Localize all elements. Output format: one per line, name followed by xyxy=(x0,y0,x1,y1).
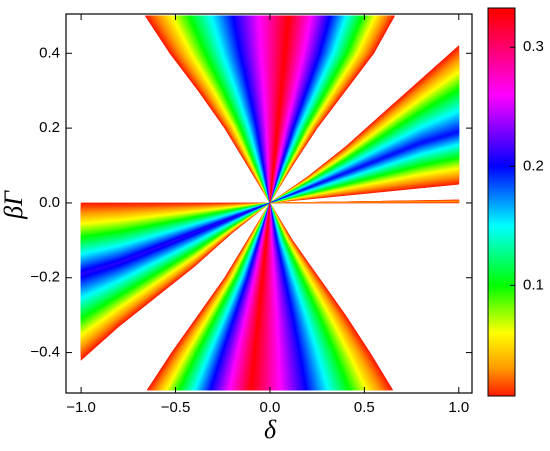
y-tick-label: 0.2 xyxy=(39,119,60,136)
contour-region xyxy=(269,199,460,204)
plot-frame xyxy=(65,13,473,394)
x-tick-label: −0.5 xyxy=(161,399,191,416)
y-tick-label: 0.4 xyxy=(39,44,60,61)
colorbar xyxy=(487,7,516,397)
colorbar-tick-label: 0.3 xyxy=(523,38,544,55)
contour-region xyxy=(80,202,272,361)
contour-band xyxy=(269,15,290,203)
x-tick-label: 1.0 xyxy=(448,399,469,416)
contour-band xyxy=(269,200,460,204)
y-tick-label: −0.4 xyxy=(30,344,60,361)
contour-band xyxy=(80,202,271,276)
x-tick-label: −1.0 xyxy=(66,399,96,416)
x-axis-label: δ xyxy=(264,415,277,444)
contour-band xyxy=(269,129,460,204)
contour-band xyxy=(250,202,271,391)
contour-region xyxy=(268,45,460,204)
contour-region xyxy=(144,15,396,205)
y-tick-label: 0.0 xyxy=(39,194,60,211)
contour-region xyxy=(146,201,394,391)
x-tick-label: 0.0 xyxy=(260,399,281,416)
y-axis-label: βΓ xyxy=(0,190,28,220)
x-tick-label: 0.5 xyxy=(354,399,375,416)
colorbar-tick-label: 0.1 xyxy=(523,276,544,293)
contour-field xyxy=(80,15,460,391)
colorbar-tick-label: 0.2 xyxy=(523,157,544,174)
y-tick-label: −0.2 xyxy=(30,269,60,286)
